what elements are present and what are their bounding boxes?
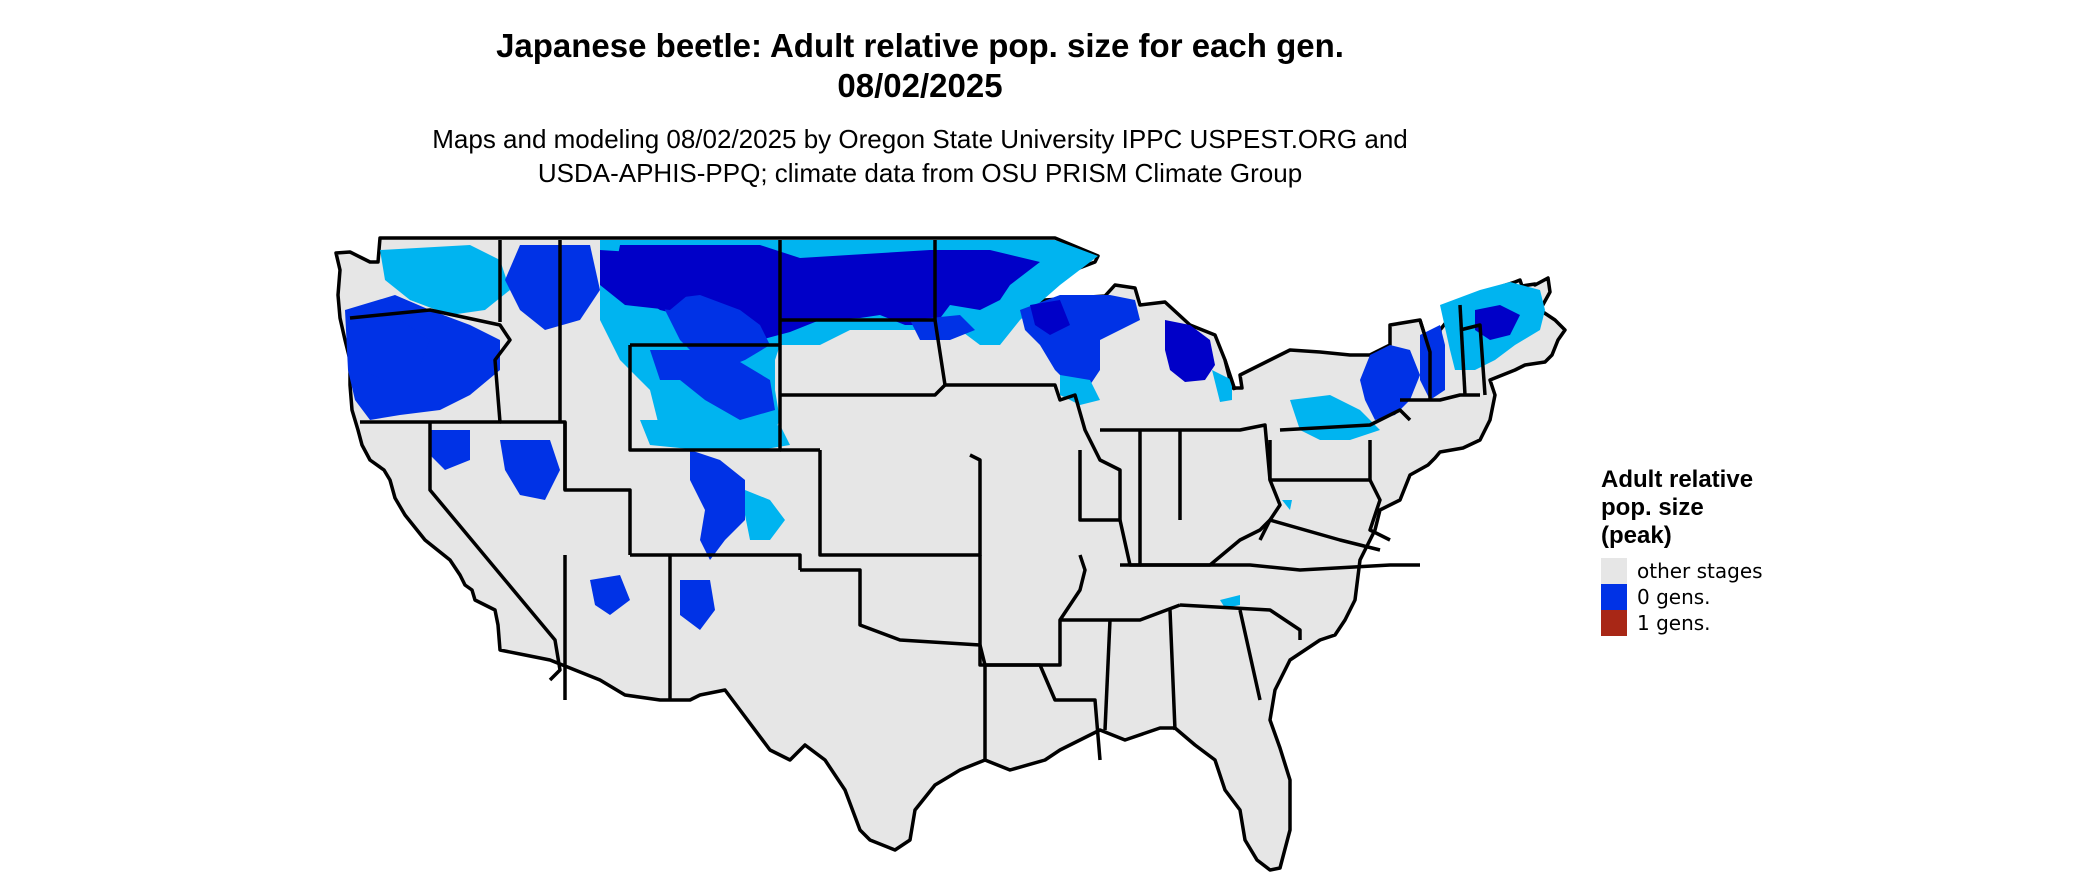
legend-title-line-2: pop. size (1601, 494, 1704, 521)
map-title: Japanese beetle: Adult relative pop. siz… (496, 27, 1344, 64)
legend-label-0-gens: 0 gens. (1637, 585, 1711, 609)
legend-item-other-stages: other stages (1601, 558, 1861, 584)
state-borders (349, 240, 1487, 761)
map-subtitle-line-1: Maps and modeling 08/02/2025 by Oregon S… (432, 124, 1408, 154)
pop-size-overlay (345, 240, 1545, 630)
map-subtitle-line-2: USDA-APHIS-PPQ; climate data from OSU PR… (537, 158, 1303, 188)
legend-label-1-gens: 1 gens. (1637, 611, 1711, 635)
legend-title-line-1: Adult relative (1601, 466, 1754, 493)
legend-item-1-gens: 1 gens. (1601, 610, 1861, 636)
legend-swatch-1-gens (1601, 610, 1627, 636)
legend: Adult relative pop. size (peak) other st… (1601, 466, 1861, 636)
legend-swatch-other-stages (1601, 558, 1627, 584)
legend-items: other stages 0 gens. 1 gens. (1601, 558, 1861, 636)
map-date: 08/02/2025 (837, 67, 1003, 104)
legend-title: Adult relative pop. size (peak) (1601, 466, 1861, 550)
legend-label-other-stages: other stages (1637, 559, 1763, 583)
legend-swatch-0-gens (1601, 584, 1627, 610)
legend-item-0-gens: 0 gens. (1601, 584, 1861, 610)
legend-title-line-3: (peak) (1601, 522, 1672, 549)
